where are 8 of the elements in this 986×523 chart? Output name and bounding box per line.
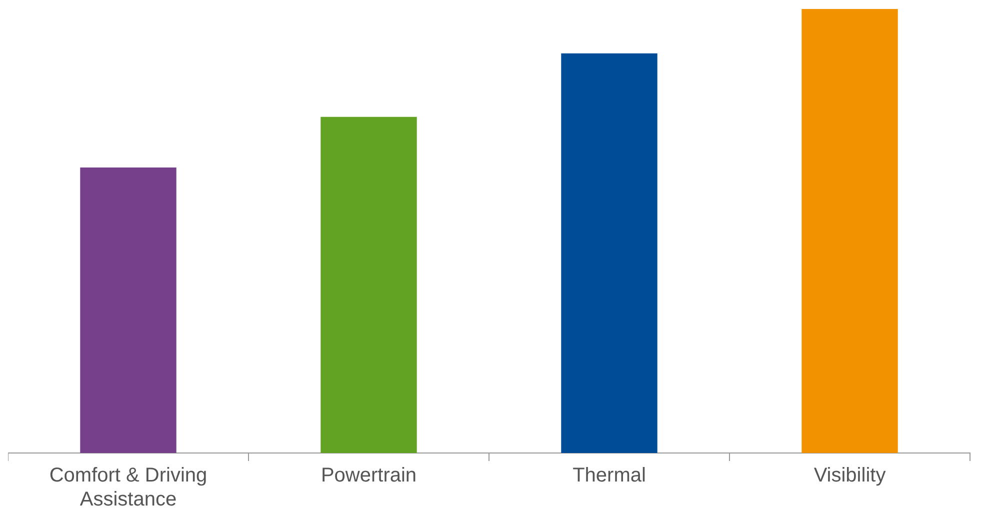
x-tick-label: Comfort & Driving Assistance	[49, 464, 208, 511]
bar	[320, 116, 417, 453]
x-tick-label: Powertrain	[320, 464, 417, 487]
bar	[802, 9, 898, 453]
x-tick-label: Thermal	[572, 464, 646, 487]
bar	[561, 53, 658, 453]
bar	[80, 168, 176, 453]
x-tick-label: Visibility	[814, 464, 886, 487]
